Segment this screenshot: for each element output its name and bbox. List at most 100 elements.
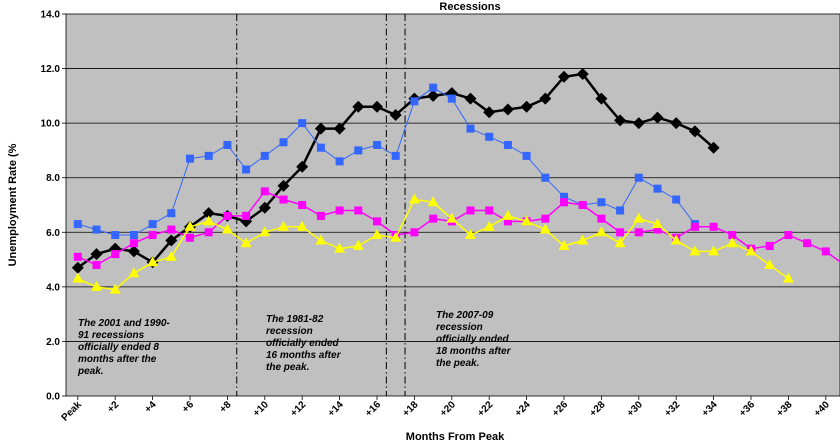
data-point (204, 151, 213, 160)
data-point (223, 211, 232, 220)
data-point (371, 229, 383, 240)
data-point (242, 211, 251, 220)
data-point (764, 259, 776, 270)
data-point (670, 234, 682, 245)
data-point (708, 245, 720, 256)
data-point (354, 206, 363, 215)
data-point (672, 195, 681, 204)
plot-area (65, 13, 840, 397)
data-point (541, 173, 550, 182)
y-tick-label: 12.0 (41, 64, 61, 75)
data-point (616, 206, 625, 215)
data-point (501, 103, 514, 116)
data-point (483, 220, 495, 231)
y-tick-label: 14.0 (41, 10, 61, 21)
annotation-line: officially ended 8 (78, 342, 159, 353)
data-point (521, 215, 533, 226)
x-tick-label: +10 (251, 399, 271, 419)
data-point (670, 117, 683, 130)
annotation-line: recession (266, 326, 313, 337)
data-point (333, 122, 346, 135)
x-tick-label: +26 (550, 399, 570, 419)
x-tick-label: +4 (143, 399, 159, 415)
data-point (278, 220, 289, 231)
data-point (447, 94, 456, 103)
data-point (597, 198, 606, 207)
data-point (728, 231, 737, 240)
y-axis-title: Unemployment Rate (% (7, 143, 19, 266)
data-point (784, 231, 793, 240)
data-point (296, 220, 308, 231)
data-point (335, 206, 344, 215)
recession-end-lines (236, 14, 406, 396)
data-point (109, 283, 121, 294)
data-point (558, 239, 570, 250)
data-point (429, 83, 438, 92)
x-tick-label: +24 (513, 399, 533, 419)
data-point (165, 250, 177, 261)
data-point (483, 106, 496, 119)
data-point (651, 111, 664, 124)
x-tick-label: +32 (663, 399, 683, 419)
data-point (653, 225, 662, 234)
data-point (558, 70, 570, 83)
data-point (502, 209, 514, 220)
data-point (352, 100, 365, 113)
x-tick-label: +2 (105, 399, 121, 415)
x-tick-label: +18 (401, 399, 421, 419)
y-tick-label: 0.0 (46, 392, 60, 403)
data-point (616, 228, 625, 237)
data-point (539, 223, 551, 234)
data-point (653, 184, 662, 193)
x-tick-label: +6 (180, 399, 196, 415)
x-tick-label: +8 (218, 399, 234, 415)
data-point (203, 215, 215, 226)
data-point (354, 146, 363, 155)
series-line (77, 87, 696, 236)
y-tick-label: 8.0 (46, 173, 60, 184)
data-point (221, 223, 233, 234)
data-point (73, 220, 82, 229)
data-point (258, 201, 271, 214)
y-tick-label: 4.0 (46, 282, 60, 293)
data-point (614, 114, 627, 127)
annotation-line: the peak. (436, 358, 479, 369)
chart-title: Recessions (439, 1, 500, 13)
data-point (352, 239, 364, 250)
x-tick-label: +38 (775, 399, 795, 419)
data-point (72, 272, 84, 283)
x-tick-label: +40 (812, 399, 832, 419)
data-point (279, 138, 288, 147)
data-point (485, 132, 494, 141)
annotation-line: officially ended (436, 334, 510, 345)
data-point (260, 187, 269, 196)
x-tick-label: +36 (737, 399, 757, 419)
x-tick-label: +12 (289, 399, 309, 419)
data-point (315, 234, 327, 245)
data-point (690, 222, 699, 231)
data-point (597, 214, 606, 223)
data-point (485, 206, 494, 215)
data-point (186, 233, 194, 242)
data-point (560, 192, 568, 201)
data-point (726, 237, 738, 248)
data-point (167, 225, 176, 234)
data-point (259, 226, 271, 237)
data-point (240, 237, 252, 248)
annotation-line: The 1981-82 (266, 314, 324, 325)
data-point (709, 222, 718, 231)
data-point (73, 252, 82, 261)
annotation-line: The 2001 and 1990- (78, 318, 170, 329)
data-point (465, 229, 476, 240)
data-point (614, 237, 626, 248)
data-point (765, 241, 774, 250)
x-tick-label: +14 (326, 399, 346, 419)
y-tick-label: 10.0 (41, 119, 61, 130)
data-point (560, 198, 568, 207)
y-tick-label: 2.0 (46, 337, 60, 348)
x-tick-label: +30 (625, 399, 645, 419)
annotation-line: 91 recessions (78, 330, 145, 341)
annotation-line: the peak. (266, 362, 309, 373)
data-point (446, 212, 458, 223)
x-tick-label: Peak (60, 399, 85, 424)
